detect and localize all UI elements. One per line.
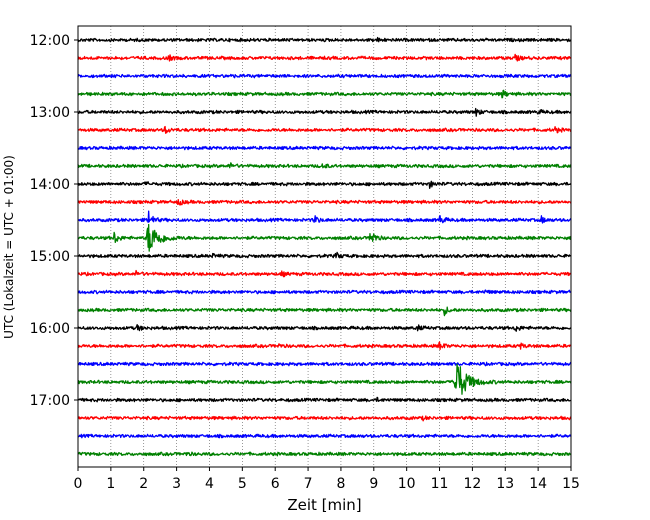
trace-1530 (77, 289, 572, 295)
y-tick-label: 16:00 (30, 321, 70, 337)
trace-1515 (77, 269, 572, 278)
trace-1215 (77, 53, 572, 62)
x-tick-label: 13 (496, 476, 514, 492)
x-tick-label: 15 (562, 476, 580, 492)
y-tick-label: 12:00 (30, 33, 70, 49)
x-tick-label: 7 (304, 476, 313, 492)
trace-1600 (77, 324, 572, 332)
trace-1715 (77, 415, 572, 422)
y-axis: 12:00 13:00 14:00 15:00 16:00 17:00 (30, 33, 78, 409)
x-tick-label: 2 (139, 476, 148, 492)
trace-1730 (77, 433, 572, 439)
x-tick-label: 8 (336, 476, 345, 492)
trace-1315 (77, 125, 572, 134)
x-axis-label: Zeit [min] (287, 496, 361, 514)
trace-lines (77, 36, 572, 457)
trace-1300 (77, 107, 572, 117)
trace-1645 (77, 363, 572, 395)
x-tick-label: 5 (238, 476, 247, 492)
x-tick-label: 9 (369, 476, 378, 492)
x-tick-label: 14 (529, 476, 547, 492)
trace-1230 (77, 73, 572, 79)
trace-1430 (77, 210, 572, 224)
x-tick-label: 6 (271, 476, 280, 492)
trace-1330 (77, 145, 572, 151)
x-tick-label: 12 (463, 476, 481, 492)
trace-1400 (77, 180, 572, 189)
x-tick-label: 0 (74, 476, 83, 492)
trace-1345 (77, 162, 572, 169)
trace-1615 (77, 341, 572, 351)
y-tick-label: 15:00 (30, 249, 70, 265)
trace-1630 (77, 361, 572, 367)
x-tick-label: 1 (106, 476, 115, 492)
trace-1500 (77, 251, 572, 259)
y-axis-label: UTC (Lokalzeit = UTC + 01:00) (2, 155, 16, 339)
trace-1545 (77, 306, 572, 317)
x-axis: 0 1 2 3 4 5 6 7 8 9 10 11 12 13 14 15 (74, 467, 580, 492)
x-tick-label: 11 (431, 476, 449, 492)
trace-1445 (77, 223, 572, 252)
trace-1745 (77, 451, 572, 457)
trace-1700 (77, 396, 572, 403)
y-tick-label: 13:00 (30, 105, 70, 121)
trace-1245 (77, 89, 572, 99)
x-tick-label: 10 (398, 476, 416, 492)
y-tick-label: 14:00 (30, 177, 70, 193)
x-tick-label: 3 (172, 476, 181, 492)
x-tick-label: 4 (205, 476, 214, 492)
plot-frame (77, 25, 572, 468)
trace-1200 (77, 36, 572, 43)
y-tick-label: 17:00 (30, 393, 70, 409)
trace-1415 (77, 199, 572, 206)
